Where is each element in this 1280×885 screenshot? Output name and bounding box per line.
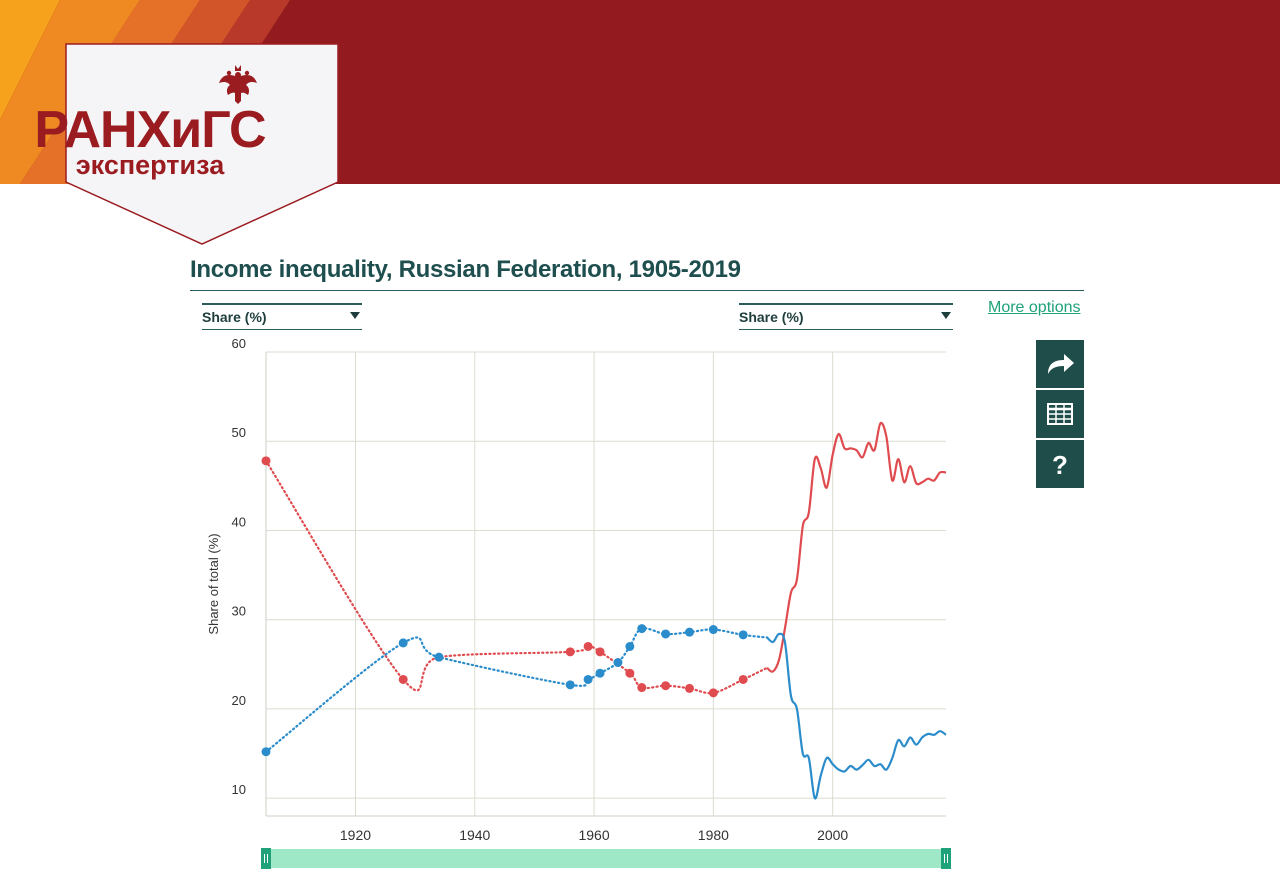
right-axis-selector[interactable]: Share (%) — [739, 303, 953, 330]
series-0-point[interactable] — [261, 456, 271, 466]
chart-series — [264, 421, 947, 800]
y-tick-label: 10 — [232, 782, 246, 797]
series-1-point[interactable] — [595, 668, 605, 678]
share-arrow-icon — [1048, 354, 1074, 374]
series-0-point[interactable] — [685, 683, 695, 693]
left-axis-selector-value: Share (%) — [202, 309, 267, 325]
double-headed-eagle-icon — [219, 65, 257, 104]
series-0-point[interactable] — [708, 688, 718, 698]
left-axis-selector[interactable]: Share (%) — [202, 303, 362, 330]
slider-end-handle[interactable] — [941, 848, 951, 869]
series-1-point[interactable] — [685, 627, 695, 637]
slider-track[interactable] — [266, 849, 946, 868]
help-glyph: ? — [1052, 450, 1068, 480]
series-0-solid-line — [766, 421, 947, 673]
series-1-point[interactable] — [708, 625, 718, 635]
series-0-point[interactable] — [595, 647, 605, 657]
series-0-dotted-line — [264, 459, 769, 695]
y-tick-label: 50 — [232, 425, 246, 440]
table-grid-icon — [1047, 403, 1073, 425]
title-divider — [190, 290, 1084, 291]
series-1-point[interactable] — [637, 624, 647, 634]
x-tick-label: 1960 — [578, 827, 609, 843]
series-0-point[interactable] — [625, 668, 635, 678]
y-tick-label: 40 — [232, 514, 246, 529]
chart-title: Income inequality, Russian Federation, 1… — [190, 256, 741, 283]
series-0-point[interactable] — [565, 647, 575, 657]
share-button[interactable] — [1036, 340, 1084, 388]
series-1-point[interactable] — [565, 680, 575, 690]
question-mark-icon: ? — [1052, 450, 1068, 480]
slider-start-handle[interactable] — [261, 848, 271, 869]
y-tick-label: 20 — [232, 693, 246, 708]
series-1-dotted-line — [264, 627, 769, 753]
chevron-down-icon — [350, 312, 360, 319]
line-chart: 10 20 30 40 50 60 1920 1940 1960 1980 2000 Share o… — [206, 336, 951, 869]
series-0-point[interactable] — [398, 674, 408, 684]
series-1-point[interactable] — [261, 747, 271, 757]
chart-markers — [261, 456, 748, 757]
time-range-slider[interactable] — [261, 848, 951, 869]
series-1-point[interactable] — [661, 629, 671, 639]
series-0-point[interactable] — [583, 641, 593, 651]
series-1-solid-line — [766, 632, 947, 800]
logo-badge — [65, 43, 339, 245]
series-1-point[interactable] — [398, 638, 408, 648]
y-tick-label: 60 — [232, 336, 246, 351]
series-1-point[interactable] — [738, 630, 748, 640]
help-button[interactable]: ? — [1036, 440, 1084, 488]
chart-axes: 10 20 30 40 50 60 1920 1940 1960 1980 2000 — [232, 336, 946, 843]
y-axis-label: Share of total (%) — [206, 533, 221, 634]
logo-wordmark: РАНХиГС — [34, 101, 266, 159]
series-1-point[interactable] — [434, 652, 444, 662]
series-1-point[interactable] — [613, 658, 623, 668]
chart-grid — [266, 351, 946, 816]
y-tick-label: 30 — [232, 604, 246, 619]
x-tick-label: 1940 — [459, 827, 490, 843]
x-tick-label: 1920 — [340, 827, 371, 843]
table-view-button[interactable] — [1036, 390, 1084, 438]
series-0-point[interactable] — [661, 681, 671, 691]
series-0-point[interactable] — [637, 683, 647, 693]
series-1-point[interactable] — [583, 674, 593, 684]
series-1-point[interactable] — [625, 641, 635, 651]
logo-subtitle: экспертиза — [75, 150, 225, 180]
right-axis-selector-value: Share (%) — [739, 309, 804, 325]
chevron-down-icon — [941, 312, 951, 319]
x-tick-label: 2000 — [817, 827, 848, 843]
series-0-point[interactable] — [738, 674, 748, 684]
x-tick-label: 1980 — [698, 827, 729, 843]
more-options-link[interactable]: More options — [988, 299, 1081, 316]
